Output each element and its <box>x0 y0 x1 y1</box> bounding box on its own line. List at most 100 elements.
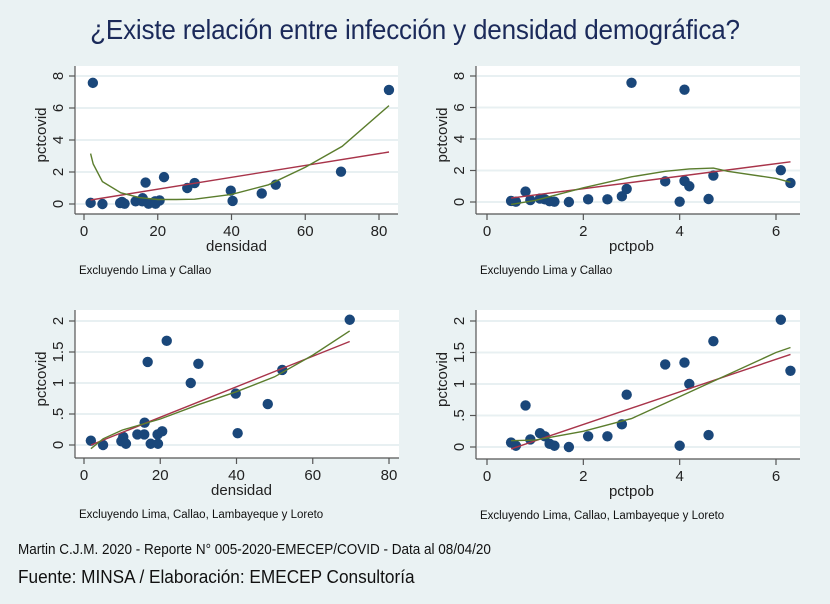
data-point <box>563 196 575 208</box>
data-point <box>227 195 238 207</box>
data-point <box>582 431 594 442</box>
y-tick-label: 2 <box>50 168 67 176</box>
data-point <box>232 428 243 439</box>
linear-fit-line <box>511 161 791 199</box>
data-point <box>616 191 628 202</box>
data-point <box>154 195 165 206</box>
x-axis-title: pctpob <box>609 238 654 255</box>
data-point <box>660 359 671 370</box>
data-point <box>775 164 787 176</box>
x-tick-label: 4 <box>675 468 683 485</box>
data-point <box>152 438 164 449</box>
lowess-fit-line <box>89 105 390 201</box>
y-axis-title: pctcovid <box>33 351 50 406</box>
data-point <box>621 183 632 195</box>
data-point <box>674 440 685 451</box>
data-point <box>344 314 355 325</box>
y-tick-label: 0 <box>451 443 468 451</box>
data-point <box>684 181 695 192</box>
y-tick-label: 0 <box>451 198 468 206</box>
chart-note: Excluyendo Lima, Callao, Lambayeque y Lo… <box>79 509 323 521</box>
data-point <box>120 438 132 449</box>
x-tick-label: 0 <box>483 468 491 485</box>
scatter-densidad-excl-lima-callao-lambayeque-loreto: 0.511.520 20 40 60 80densidadpctcovidExcluye… <box>33 310 399 521</box>
page-title: ¿Existe relación entre infección y densi… <box>90 14 740 45</box>
data-point <box>684 378 695 390</box>
x-tick-label: 20 <box>149 223 166 240</box>
data-point <box>679 357 690 368</box>
data-point <box>703 429 714 441</box>
data-point <box>520 400 531 411</box>
data-point <box>335 166 347 177</box>
data-point <box>383 84 395 96</box>
y-tick-label: 8 <box>451 72 468 80</box>
data-point <box>520 186 531 197</box>
data-point <box>262 398 273 410</box>
x-tick-label: 40 <box>223 223 240 240</box>
y-tick-label: .5 <box>50 408 67 421</box>
lowess-fit-line <box>511 346 791 442</box>
x-tick-label: 60 <box>304 467 321 484</box>
y-tick-label: 2 <box>50 317 67 325</box>
data-point <box>140 177 151 188</box>
x-tick-label: 6 <box>772 223 780 240</box>
x-tick-label: 60 <box>297 223 314 240</box>
x-tick-label: 2 <box>579 468 587 485</box>
data-point <box>119 198 130 209</box>
x-tick-label: 2 <box>579 223 587 240</box>
data-point <box>674 196 685 207</box>
x-tick-label: 4 <box>675 223 683 240</box>
x-tick-label: 0 <box>80 223 88 240</box>
data-point <box>97 198 108 210</box>
data-point <box>563 441 575 453</box>
data-point <box>97 439 109 451</box>
y-tick-label: .5 <box>451 409 468 422</box>
y-tick-label: 6 <box>451 103 468 111</box>
y-tick-label: 0 <box>50 441 67 449</box>
chart-note: Excluyendo Lima y Callao <box>79 265 211 277</box>
data-point <box>549 196 560 207</box>
data-point <box>602 194 613 205</box>
linear-fit-line <box>510 353 791 450</box>
x-tick-label: 0 <box>483 223 491 240</box>
data-point <box>708 170 719 181</box>
x-tick-label: 80 <box>381 467 398 484</box>
data-point <box>525 194 536 206</box>
data-point <box>256 188 267 199</box>
data-point <box>185 377 196 389</box>
data-point <box>621 389 632 400</box>
x-tick-label: 40 <box>228 467 245 484</box>
data-point <box>87 77 99 89</box>
data-point <box>703 193 714 205</box>
y-tick-label: 4 <box>451 135 468 143</box>
scatter-pctpob-excl-lima-callao-lambayeque-loreto: 0 .5 1 1.5 2 0 2 4 6 pctpob pctcovid Excluyendo Lim… <box>434 310 800 522</box>
y-tick-label: 1.5 <box>451 342 468 363</box>
chart-note: Excluyendo Lima, Callao, Lambayeque y Lo… <box>480 510 724 522</box>
data-point <box>785 365 796 376</box>
x-axis-title: pctpob <box>609 483 654 500</box>
x-axis-title: densidad <box>211 482 272 499</box>
y-tick-label: 6 <box>50 104 67 112</box>
scatter-pctpob-excl-lima-callao: 0 2 4 6 8 0 2 4 6 pctpob pctcovid Excluyendo Lima y… <box>434 66 800 277</box>
data-point <box>775 314 787 325</box>
data-point <box>708 335 719 347</box>
data-point <box>139 429 150 440</box>
data-point <box>158 171 170 183</box>
y-tick-label: 2 <box>451 317 468 325</box>
x-tick-label: 6 <box>772 468 780 485</box>
chart-note: Excluyendo Lima y Callao <box>480 265 612 277</box>
data-point <box>193 358 204 369</box>
data-point <box>582 194 594 205</box>
linear-fit-line <box>90 151 390 201</box>
y-tick-label: 1.5 <box>50 342 67 363</box>
data-point <box>549 440 560 451</box>
x-axis-title: densidad <box>206 238 267 255</box>
source-credit: Fuente: MINSA / Elaboración: EMECEP Cons… <box>18 566 415 587</box>
y-axis-title: pctcovid <box>33 107 50 162</box>
data-point <box>145 438 156 449</box>
x-tick-label: 0 <box>80 467 88 484</box>
lowess-fit-line <box>90 330 351 450</box>
y-tick-label: 1 <box>50 379 67 387</box>
data-point <box>785 177 796 189</box>
data-point <box>626 77 637 88</box>
